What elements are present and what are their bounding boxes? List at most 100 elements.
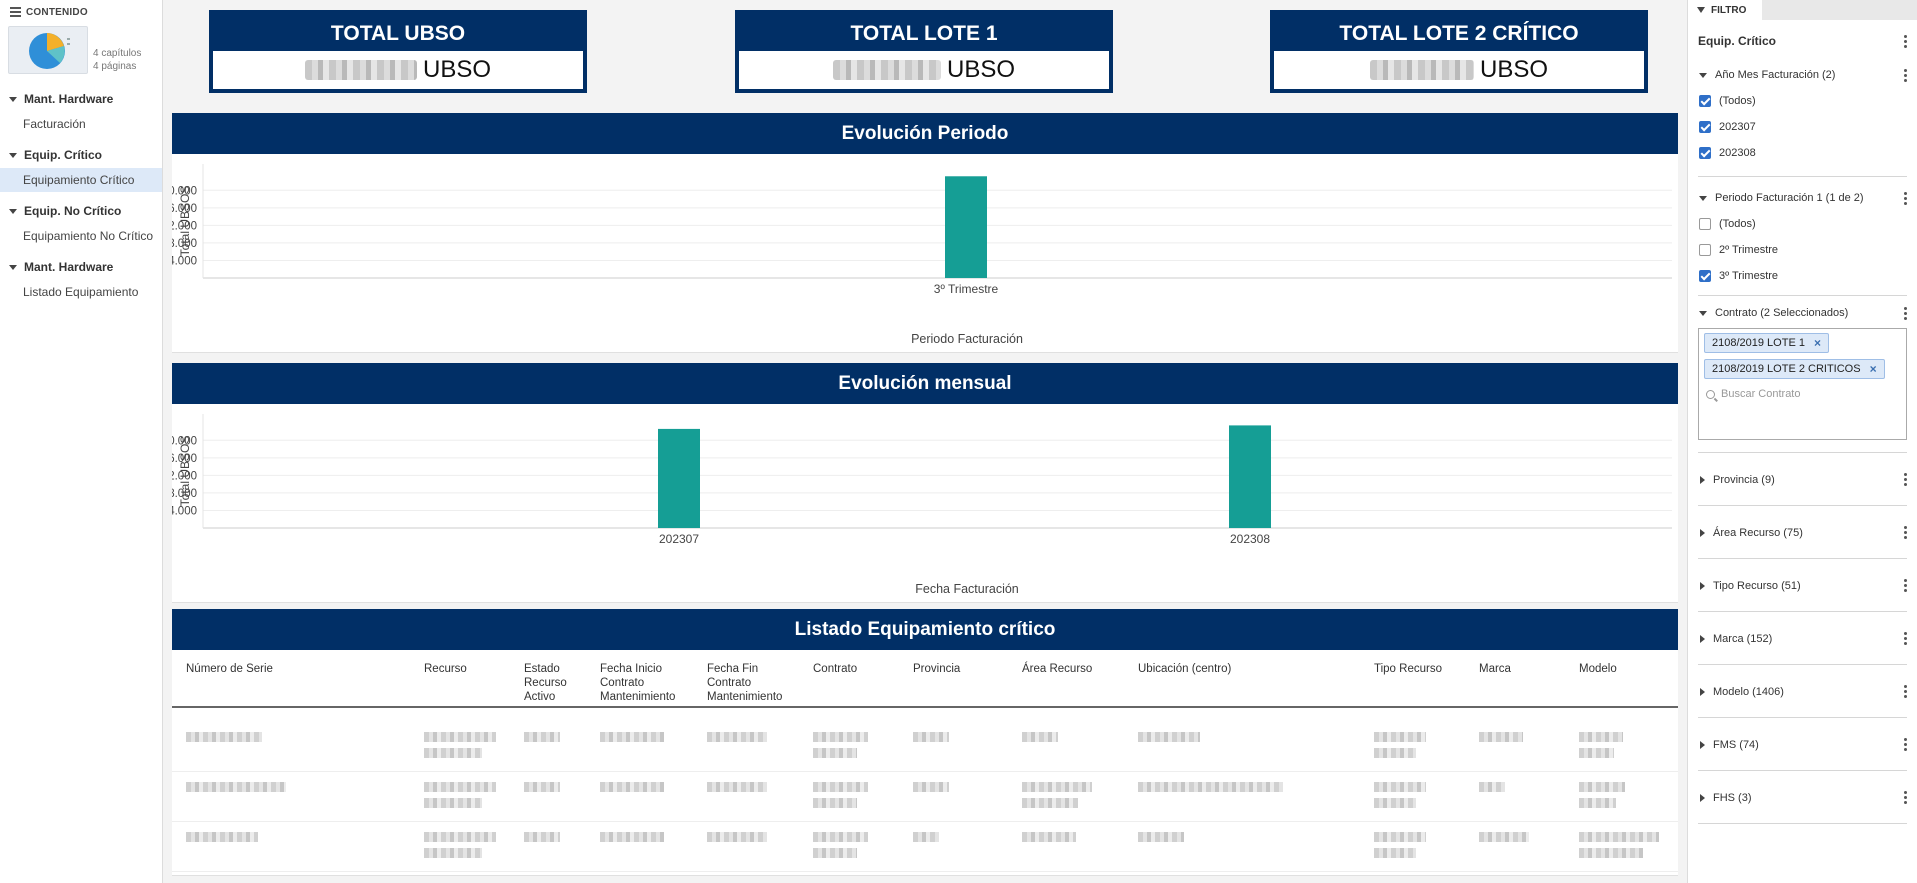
more-options-icon[interactable]	[1904, 68, 1907, 82]
filter-option[interactable]: 3º Trimestre	[1698, 263, 1907, 289]
filter-option[interactable]: (Todos)	[1698, 88, 1907, 114]
report-thumbnail[interactable]: 4 capítulos 4 páginas	[0, 24, 162, 80]
checkbox[interactable]	[1699, 121, 1711, 133]
redacted-value	[832, 60, 941, 80]
redacted-cell	[813, 748, 857, 758]
chart-title: Evolución Periodo	[172, 113, 1678, 154]
filter-group-header[interactable]: Tipo Recurso (51)	[1698, 559, 1907, 612]
filter-group-header[interactable]: Marca (152)	[1698, 612, 1907, 665]
kpi-value: UBSO	[739, 51, 1109, 89]
redacted-cell	[424, 732, 496, 742]
column-header[interactable]: Recurso	[424, 662, 467, 676]
contrato-search-input[interactable]: Buscar Contrato	[1704, 385, 1901, 403]
nav-section-equip-no-critico[interactable]: Equip. No Crítico	[0, 198, 162, 224]
checkbox[interactable]	[1699, 95, 1711, 107]
filter-group-header[interactable]: Área Recurso (75)	[1698, 506, 1907, 559]
y-tick-label: 12.000	[172, 470, 197, 482]
column-header[interactable]: Fecha Inicio Contrato Mantenimiento	[600, 662, 675, 704]
nav-page-equipamiento-critico[interactable]: Equipamiento Crítico	[0, 168, 162, 192]
more-options-icon[interactable]	[1904, 526, 1907, 539]
chevron-right-icon	[1700, 475, 1705, 484]
checkbox[interactable]	[1699, 218, 1711, 230]
nav-section-equip-critico[interactable]: Equip. Crítico	[0, 142, 162, 168]
filter-group-collapsed: Tipo Recurso (51)	[1698, 559, 1907, 612]
tag-label: 2108/2019 LOTE 2 CRITICOS	[1712, 363, 1861, 375]
table-row[interactable]	[172, 822, 1678, 872]
column-header[interactable]: Marca	[1479, 662, 1511, 676]
column-header[interactable]: Modelo	[1579, 662, 1617, 676]
more-options-icon[interactable]	[1904, 685, 1907, 698]
column-header[interactable]: Tipo Recurso	[1374, 662, 1442, 676]
more-options-icon[interactable]	[1904, 579, 1907, 592]
more-options-icon[interactable]	[1904, 473, 1907, 486]
filter-tab[interactable]: FILTRO	[1688, 0, 1762, 20]
filter-group-collapsed: Provincia (9)	[1698, 453, 1907, 506]
x-tick-label: 202308	[1230, 532, 1270, 546]
more-options-icon[interactable]	[1904, 306, 1907, 320]
checkbox[interactable]	[1699, 244, 1711, 256]
filter-group-label: Área Recurso (75)	[1713, 526, 1803, 539]
redacted-cell	[1022, 732, 1058, 742]
redacted-cell	[813, 832, 868, 842]
chevron-right-icon	[1700, 740, 1705, 749]
filter-group-header[interactable]: Contrato (2 Seleccionados)	[1698, 300, 1907, 326]
table-row[interactable]	[172, 772, 1678, 822]
contrato-tag[interactable]: 2108/2019 LOTE 1 ×	[1704, 333, 1829, 353]
column-header[interactable]: Fecha Fin Contrato Mantenimiento	[707, 662, 782, 704]
more-options-icon[interactable]	[1904, 738, 1907, 751]
column-header[interactable]: Ubicación (centro)	[1138, 662, 1231, 676]
filter-group-header[interactable]: FHS (3)	[1698, 771, 1907, 824]
filter-group-header[interactable]: Año Mes Facturación (2)	[1698, 62, 1907, 88]
filter-group-label: Marca (152)	[1713, 632, 1773, 645]
filter-group-header[interactable]: Provincia (9)	[1698, 453, 1907, 506]
nav-page-equipamiento-no-critico[interactable]: Equipamiento No Crítico	[23, 229, 154, 243]
search-placeholder: Buscar Contrato	[1721, 388, 1801, 400]
table-row[interactable]	[172, 722, 1678, 772]
chart-evolucion-periodo[interactable]: 4.000 8.000 12.000 16.000 20.000 3º Trimestre…	[172, 154, 1678, 353]
filter-option-label: (Todos)	[1719, 95, 1756, 107]
checkbox[interactable]	[1699, 270, 1711, 282]
redacted-cell	[600, 782, 664, 792]
chart-evolucion-mensual[interactable]: 4.000 8.000 12.000 16.000 20.000 202307 202308…	[172, 404, 1678, 603]
column-header[interactable]: Área Recurso	[1022, 662, 1092, 676]
remove-tag-icon[interactable]: ×	[1813, 336, 1821, 350]
filter-group-header[interactable]: FMS (74)	[1698, 718, 1907, 771]
more-options-icon[interactable]	[1904, 791, 1907, 804]
redacted-cell	[1374, 748, 1416, 758]
nav-page-facturacion[interactable]: Facturación	[23, 117, 86, 131]
filter-option[interactable]: 202307	[1698, 114, 1907, 140]
bar-202308[interactable]	[1229, 425, 1271, 528]
filter-group-header[interactable]: Modelo (1406)	[1698, 665, 1907, 718]
redacted-cell	[600, 832, 664, 842]
nav-page-listado-equipamiento[interactable]: Listado Equipamiento	[23, 285, 139, 299]
remove-tag-icon[interactable]: ×	[1869, 362, 1877, 376]
filter-option[interactable]: 202308	[1698, 140, 1907, 166]
y-tick-label: 16.000	[172, 453, 197, 465]
contrato-tag[interactable]: 2108/2019 LOTE 2 CRITICOS ×	[1704, 359, 1885, 379]
nav-section-mant-hardware-2[interactable]: Mant. Hardware	[0, 254, 162, 280]
thumb-pages: 4 páginas	[93, 61, 137, 72]
redacted-cell	[1022, 782, 1092, 792]
y-axis-title: Total UBSOS	[178, 436, 192, 507]
bar-3º Trimestre[interactable]	[945, 176, 987, 278]
contrato-tag-box[interactable]: 2108/2019 LOTE 1 × 2108/2019 LOTE 2 CRIT…	[1698, 328, 1907, 440]
filter-group-header[interactable]: Periodo Facturación 1 (1 de 2)	[1698, 185, 1907, 211]
redacted-cell	[813, 782, 868, 792]
column-header-line: Número de Serie	[186, 663, 273, 675]
column-header[interactable]: Provincia	[913, 662, 960, 676]
more-options-icon[interactable]	[1904, 632, 1907, 645]
contents-header[interactable]: CONTENIDO	[0, 0, 162, 24]
redacted-cell	[1374, 798, 1416, 808]
more-options-icon[interactable]	[1904, 191, 1907, 205]
column-header[interactable]: Número de Serie	[186, 662, 273, 676]
bar-202307[interactable]	[658, 428, 700, 528]
contents-sidebar: CONTENIDO 4 capítulos 4 páginas Mant. Ha…	[0, 0, 163, 883]
column-header[interactable]: Contrato	[813, 662, 857, 676]
kpi-total-ubso: TOTAL UBSO UBSO	[209, 10, 587, 93]
checkbox[interactable]	[1699, 147, 1711, 159]
filter-option[interactable]: (Todos)	[1698, 211, 1907, 237]
filter-option[interactable]: 2º Trimestre	[1698, 237, 1907, 263]
more-options-icon[interactable]	[1904, 35, 1907, 48]
nav-section-mant-hardware[interactable]: Mant. Hardware	[0, 86, 162, 112]
column-header[interactable]: Estado Recurso Activo	[524, 662, 567, 704]
